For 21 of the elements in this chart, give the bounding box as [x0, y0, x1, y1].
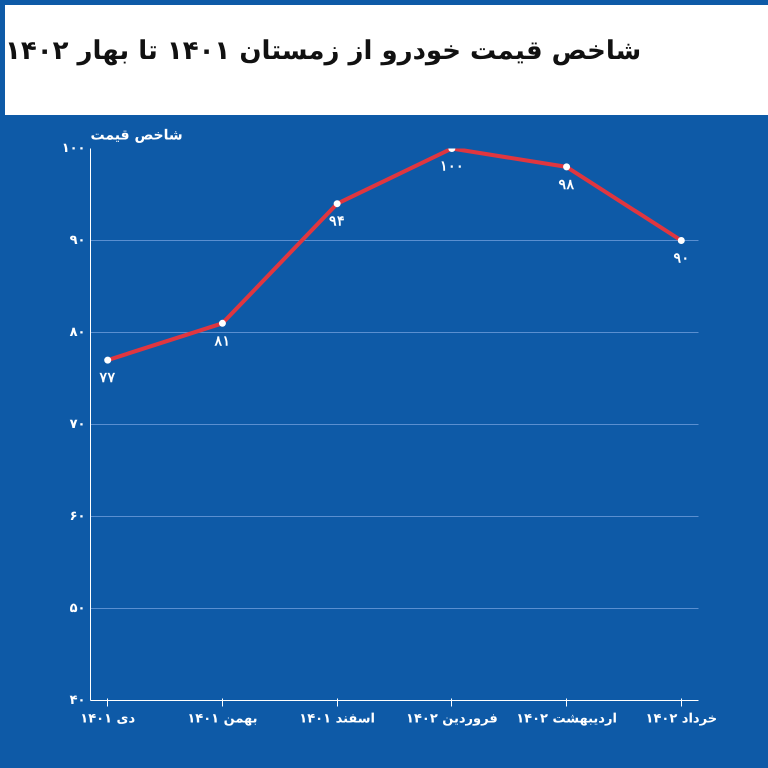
y-tick-label: ۸۰	[70, 325, 86, 340]
data-label: ۹۸	[558, 178, 575, 193]
data-label: ۸۱	[213, 334, 230, 350]
chart-title: شاخص قیمت خودرو از زمستان ۱۴۰۱ تا بهار ۱۴۰۲	[5, 35, 642, 68]
y-tick-label: ۱۰۰	[62, 141, 86, 156]
data-label: ۹۴	[329, 214, 346, 230]
x-tick-label: خرداد ۱۴۰۲	[646, 712, 718, 726]
y-tick-label: ۹۰	[70, 233, 86, 248]
x-tick-label: اسفند ۱۴۰۱	[299, 712, 376, 726]
x-tick-label: فروردین ۱۴۰۲	[406, 712, 498, 726]
y-axis-title: شاخص قیمت	[90, 128, 183, 144]
data-label: ۷۷	[98, 371, 116, 386]
y-tick-label: ۴۰	[70, 693, 86, 708]
data-label: ۱۰۰	[440, 160, 464, 174]
y-tick-label: ۶۰	[70, 509, 86, 524]
x-tick-label: دی ۱۴۰۱	[80, 712, 136, 726]
x-tick-label: اردیبهشت ۱۴۰۲	[516, 712, 617, 726]
y-tick-label: ۵۰	[70, 601, 86, 616]
y-tick-label: ۷۰	[70, 417, 86, 432]
x-tick-label: بهمن ۱۴۰۱	[187, 712, 258, 726]
data-label: ۹۰	[673, 252, 690, 266]
